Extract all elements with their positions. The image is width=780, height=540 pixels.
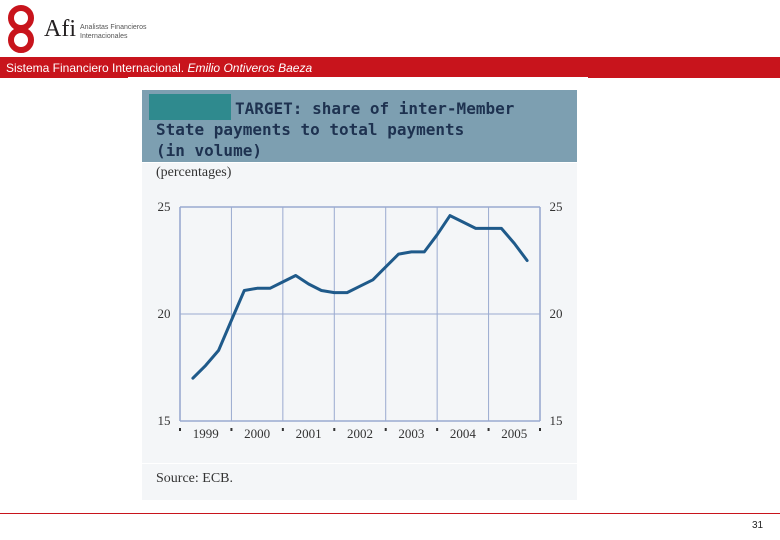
x-tick-mark (384, 428, 387, 431)
line-chart: 15 15 20 20 25 25 1999 2000 2001 2002 2003 2004 2005 (158, 199, 563, 441)
logo-afi-text: Afi (44, 16, 76, 42)
figure-title-line-3: (in volume) (156, 141, 262, 160)
logo-line-1: Analistas Financieros (80, 24, 147, 31)
course-title: Sistema Financiero Internacional. (6, 61, 185, 75)
x-tick-mark (281, 428, 284, 431)
y-tick-label-right: 25 (550, 199, 563, 214)
figure-title-line-1: TARGET: share of inter-Member (235, 99, 515, 118)
x-tick-label: 2003 (398, 426, 424, 441)
figure-title: TARGET: share of inter-Member State paym… (156, 98, 570, 161)
x-tick-mark (179, 428, 181, 431)
y-tick-label-left: 20 (158, 306, 171, 321)
axis-labels: 15 15 20 20 25 25 1999 2000 2001 2002 2003 2004 2005 (158, 199, 563, 441)
figure-source: Source: ECB. (156, 471, 233, 486)
y-tick-label-right: 15 (550, 413, 563, 428)
x-tick-mark (333, 428, 336, 431)
x-tick-label: 2000 (244, 426, 270, 441)
x-tick-label: 2002 (347, 426, 373, 441)
x-tick-label: 2001 (296, 426, 322, 441)
footer-rule (0, 513, 780, 514)
page-number: 31 (752, 520, 764, 531)
afi-logo: Afi Analistas Financieros Internacionale… (4, 5, 184, 53)
y-tick-label-left: 25 (158, 199, 171, 214)
figure-title-line-2: State payments to total payments (156, 120, 465, 139)
x-tick-label: 2004 (450, 426, 477, 441)
series-line (191, 214, 529, 380)
figure-footer (142, 464, 577, 500)
header-caption: Sistema Financiero Internacional. Emilio… (6, 61, 312, 75)
x-tick-label: 2005 (501, 426, 527, 441)
x-tick-mark (436, 428, 439, 431)
x-tick-mark (539, 428, 541, 431)
x-tick-mark (487, 428, 490, 431)
chart-units-label: (percentages) (156, 165, 232, 180)
afi-logo-mark-icon (8, 5, 34, 53)
grid-lines (179, 206, 541, 422)
figure-header-chip (149, 94, 231, 120)
chart-body (142, 163, 577, 463)
x-tick-mark (230, 428, 233, 431)
x-tick-label: 1999 (193, 426, 219, 441)
header-bar (0, 57, 780, 78)
logo-line-2: Internacionales (80, 33, 128, 40)
y-tick-label-left: 15 (158, 413, 171, 428)
y-tick-label-right: 20 (550, 306, 563, 321)
author-name: Emilio Ontiveros Baeza (187, 61, 313, 75)
